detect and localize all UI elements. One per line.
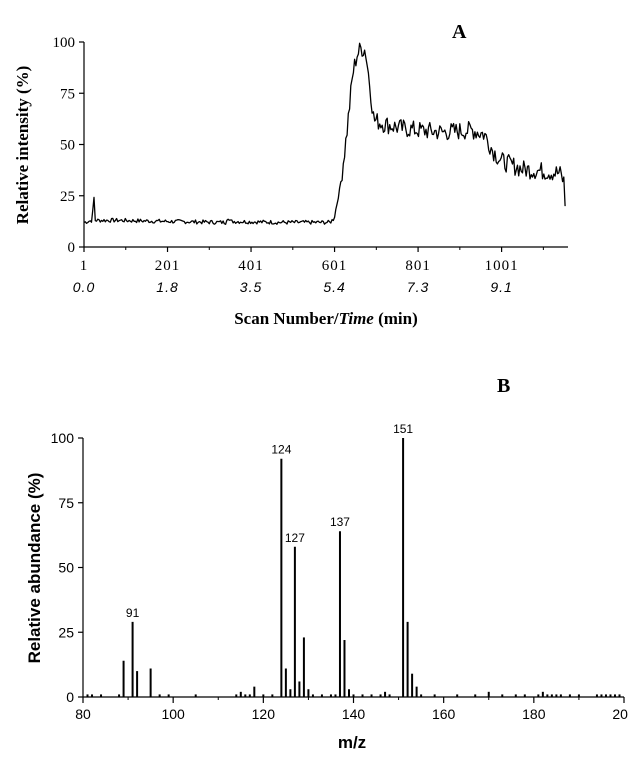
panel-a-label: A: [452, 21, 467, 43]
panel-b-y-tick-label: 0: [66, 689, 74, 705]
panel-a-y-axis-label: Relative intensity (%): [13, 66, 32, 225]
panel-b-peak-label: 137: [330, 515, 350, 529]
panel-b-x-tick-label: 160: [432, 706, 456, 722]
panel-b: B Relative abundance (%) 0 25 50 75 100 80 10…: [25, 375, 628, 752]
panel-a-y-tick-label: 100: [53, 35, 76, 51]
panel-b-x-tick-label: 100: [161, 706, 185, 722]
panel-a-y-tick-label: 0: [68, 240, 76, 256]
panel-a-x-tick-label-time: 0.0: [73, 279, 95, 295]
panel-a-x-tick-label-scan: 1: [80, 258, 89, 274]
panel-a-x-axis-label: Scan Number/Time (min): [234, 309, 418, 328]
panel-a-x-tick-label-scan: 201: [155, 258, 181, 274]
panel-a-y-tick-label: 50: [60, 138, 75, 154]
panel-b-y-tick-label: 50: [58, 560, 74, 576]
panel-b-y-axis-label: Relative abundance (%): [25, 473, 44, 664]
panel-a-x-axis-label-italic: Time: [339, 309, 375, 328]
panel-b-peak-label: 124: [271, 443, 291, 457]
panel-a-x-axis-label-unit: (min): [374, 309, 418, 328]
panel-b-x-tick-label: 180: [522, 706, 546, 722]
panel-a-x-tick-label-time: 3.5: [240, 279, 262, 295]
panel-b-x-tick-label: 80: [75, 706, 91, 722]
panel-a-x-tick-label-time: 7.3: [407, 279, 429, 295]
panel-b-peak-label: 127: [285, 531, 305, 545]
panel-b-x-tick-label: 200: [612, 706, 628, 722]
panel-b-peak-label: 91: [126, 606, 140, 620]
panel-b-x-tick-label: 140: [342, 706, 366, 722]
panel-a-x-tick-label-time: 1.8: [156, 279, 178, 295]
panel-a: A Relative intensity (%) 0 25 50 75 100 1 0.0…: [13, 21, 568, 328]
panel-a-intensity-line: [83, 42, 566, 225]
panel-a-y-tick-label: 75: [60, 86, 75, 102]
panel-b-y-tick-label: 75: [58, 495, 74, 511]
panel-a-x-tick-label-time: 9.1: [490, 279, 512, 295]
panel-a-y-tick-label: 25: [60, 189, 75, 205]
panel-b-x-tick-label: 120: [252, 706, 276, 722]
panel-a-x-tick-label-time: 5.4: [323, 279, 345, 295]
panel-b-y-tick-label: 100: [51, 430, 75, 446]
panel-a-x-axis-label-main: Scan Number/: [234, 309, 339, 328]
panel-a-x-tick-label-scan: 601: [322, 258, 348, 274]
panel-a-x-tick-label-scan: 1001: [485, 258, 519, 274]
panel-a-x-tick-label-scan: 401: [238, 258, 264, 274]
panel-b-label: B: [497, 375, 510, 397]
panel-b-peak-label: 151: [393, 422, 413, 436]
panel-b-y-tick-label: 25: [58, 624, 74, 640]
panel-b-x-axis-label: m/z: [338, 733, 366, 752]
panel-a-x-tick-label-scan: 801: [405, 258, 431, 274]
